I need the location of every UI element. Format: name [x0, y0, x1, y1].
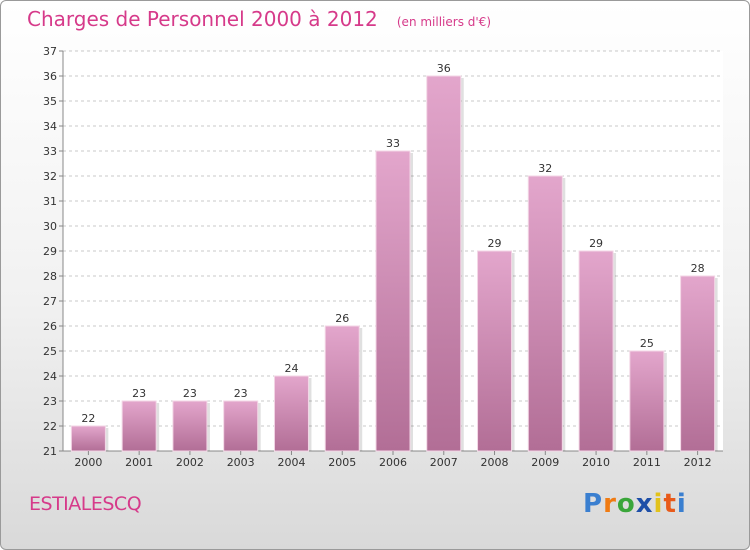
bar: [70, 425, 106, 452]
bar: [426, 75, 462, 452]
x-tick-label: 2011: [633, 456, 661, 469]
x-tick-label: 2003: [227, 456, 255, 469]
bar: [578, 250, 614, 452]
logo-letter: i: [676, 489, 687, 519]
data-label: 23: [234, 387, 248, 400]
y-tick-label: 33: [43, 145, 57, 158]
y-tick-label: 34: [43, 120, 57, 133]
data-label: 26: [335, 312, 349, 325]
data-label: 25: [640, 337, 654, 350]
chart-subtitle: (en milliers d'€): [396, 15, 491, 29]
data-label: 28: [691, 262, 705, 275]
y-tick-label: 26: [43, 320, 57, 333]
y-tick-label: 23: [43, 395, 57, 408]
y-tick-label: 31: [43, 195, 57, 208]
x-tick-label: 2000: [74, 456, 102, 469]
logo-letter: x: [635, 489, 654, 519]
bar: [121, 400, 157, 452]
bar: [680, 275, 716, 452]
data-label: 23: [132, 387, 146, 400]
bar: [629, 350, 665, 452]
y-tick-label: 21: [43, 445, 57, 458]
logo-letter: t: [663, 489, 677, 519]
y-tick-label: 29: [43, 245, 57, 258]
x-tick-label: 2004: [277, 456, 305, 469]
x-tick-label: 2010: [582, 456, 610, 469]
x-tick-label: 2007: [430, 456, 458, 469]
data-label: 33: [386, 137, 400, 150]
commune-name: ESTIALESCQ: [29, 493, 142, 515]
bar: [172, 400, 208, 452]
x-tick-label: 2012: [684, 456, 712, 469]
x-tick-label: 2009: [531, 456, 559, 469]
data-label: 22: [81, 412, 95, 425]
logo-letter: i: [653, 489, 664, 519]
bar: [527, 175, 563, 452]
bar: [223, 400, 259, 452]
y-tick-label: 25: [43, 345, 57, 358]
data-label: 29: [589, 237, 603, 250]
x-tick-label: 2002: [176, 456, 204, 469]
data-label: 32: [538, 162, 552, 175]
x-tick-label: 2006: [379, 456, 407, 469]
bar: [375, 150, 411, 452]
logo-letter: r: [603, 489, 617, 519]
y-tick-label: 35: [43, 95, 57, 108]
y-tick-label: 32: [43, 170, 57, 183]
y-tick-label: 27: [43, 295, 57, 308]
bar: [477, 250, 513, 452]
chart-title-block: Charges de Personnel 2000 à 2012 (en mil…: [27, 7, 491, 31]
logo-letter: P: [583, 489, 604, 519]
data-label: 23: [183, 387, 197, 400]
data-label: 36: [437, 62, 451, 75]
data-label: 29: [488, 237, 502, 250]
bar: [273, 375, 309, 452]
logo-letter: o: [616, 489, 636, 519]
y-tick-label: 36: [43, 70, 57, 83]
x-tick-label: 2001: [125, 456, 153, 469]
chart-title: Charges de Personnel 2000 à 2012: [27, 7, 378, 31]
x-tick-label: 2008: [481, 456, 509, 469]
bar: [324, 325, 360, 452]
x-tick-label: 2005: [328, 456, 356, 469]
data-label: 24: [284, 362, 298, 375]
y-tick-label: 28: [43, 270, 57, 283]
y-tick-label: 24: [43, 370, 57, 383]
y-tick-label: 30: [43, 220, 57, 233]
y-tick-label: 22: [43, 420, 57, 433]
proxiti-logo: Proxiti: [583, 489, 687, 519]
y-tick-label: 37: [43, 45, 57, 58]
